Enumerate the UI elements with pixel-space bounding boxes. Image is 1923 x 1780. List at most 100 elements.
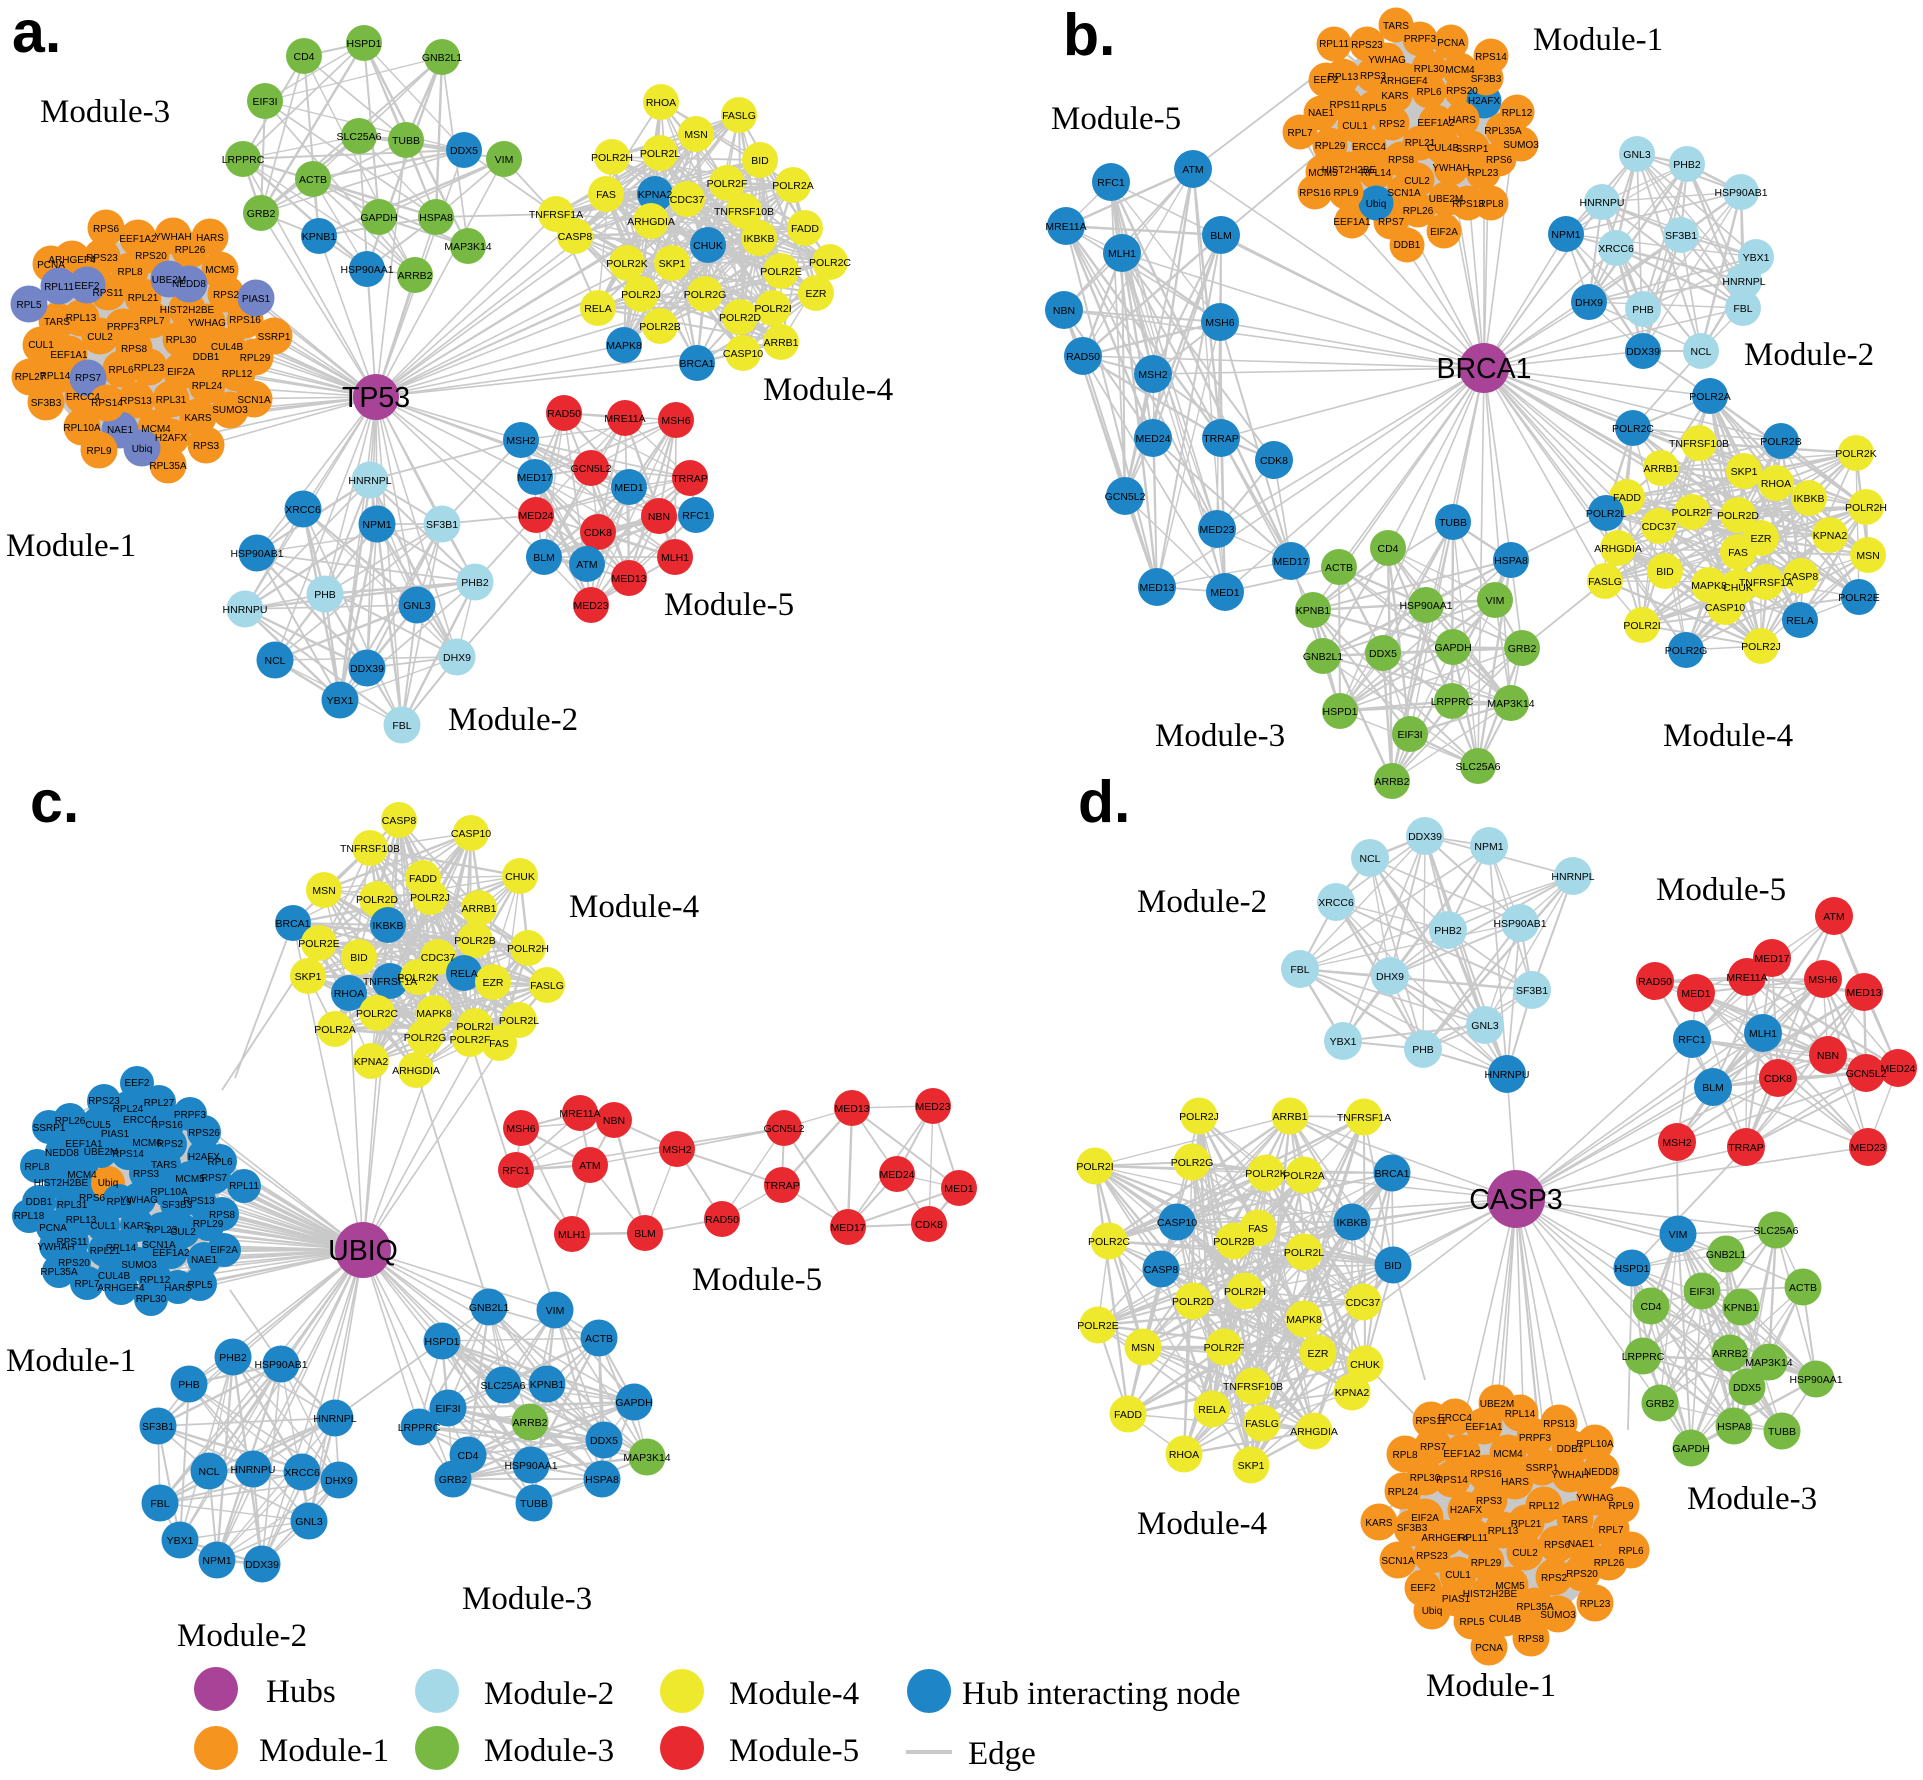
- svg-text:RPL11: RPL11: [44, 282, 74, 293]
- svg-text:MED24: MED24: [518, 510, 553, 522]
- svg-text:ARHGDIA: ARHGDIA: [627, 216, 675, 228]
- svg-text:Module-4: Module-4: [1663, 718, 1793, 754]
- svg-text:VIM: VIM: [546, 1305, 565, 1317]
- svg-text:RPS11: RPS11: [1330, 100, 1361, 111]
- svg-text:CASP8: CASP8: [382, 815, 417, 827]
- svg-text:RPL21: RPL21: [90, 1246, 121, 1257]
- svg-text:GCN5L2: GCN5L2: [571, 463, 612, 475]
- svg-text:UBE2M: UBE2M: [152, 275, 186, 286]
- svg-text:RHOA: RHOA: [1761, 478, 1791, 490]
- svg-text:CUL2: CUL2: [87, 332, 113, 343]
- svg-text:RFC1: RFC1: [682, 510, 710, 522]
- svg-text:RPL14: RPL14: [1361, 168, 1392, 179]
- svg-text:RPS23: RPS23: [1416, 1551, 1448, 1562]
- svg-text:EEF2: EEF2: [124, 1078, 149, 1089]
- svg-text:NPM1: NPM1: [1551, 229, 1580, 241]
- svg-text:TRRAP: TRRAP: [1728, 1142, 1764, 1154]
- svg-text:TRRAP: TRRAP: [764, 1180, 800, 1192]
- svg-text:POLR2D: POLR2D: [719, 312, 761, 324]
- svg-text:EEF2: EEF2: [1313, 75, 1338, 86]
- svg-text:MRE11A: MRE11A: [1045, 221, 1086, 233]
- svg-text:MED23: MED23: [573, 600, 608, 612]
- svg-text:RPL13: RPL13: [1328, 72, 1359, 83]
- svg-text:ATM: ATM: [579, 1160, 600, 1172]
- svg-text:MED13: MED13: [834, 1103, 869, 1115]
- svg-text:SKP1: SKP1: [659, 258, 686, 270]
- svg-text:RFC1: RFC1: [1097, 177, 1125, 189]
- svg-text:POLR2F: POLR2F: [1204, 1342, 1245, 1354]
- svg-text:POLR2L: POLR2L: [640, 148, 680, 160]
- svg-text:PHB: PHB: [1632, 304, 1654, 316]
- svg-text:RPS11: RPS11: [1416, 1416, 1447, 1427]
- svg-text:Module-2: Module-2: [484, 1676, 614, 1712]
- svg-text:Module-3: Module-3: [484, 1733, 614, 1769]
- svg-text:KARS: KARS: [184, 413, 212, 424]
- svg-text:RPL26: RPL26: [175, 245, 206, 256]
- svg-text:Module-1: Module-1: [1426, 1668, 1556, 1704]
- svg-text:DDX5: DDX5: [450, 145, 478, 157]
- svg-text:Module-5: Module-5: [664, 587, 794, 623]
- svg-text:CUL1: CUL1: [1342, 121, 1368, 132]
- svg-text:MED13: MED13: [611, 573, 646, 585]
- svg-text:NEDD8: NEDD8: [45, 1148, 79, 1159]
- svg-text:POLR2I: POLR2I: [456, 1021, 493, 1033]
- svg-text:RPS14: RPS14: [1436, 1475, 1468, 1486]
- svg-text:b.: b.: [1063, 2, 1115, 68]
- svg-text:Module-1: Module-1: [1533, 22, 1663, 58]
- svg-text:POLR2H: POLR2H: [591, 152, 633, 164]
- svg-text:EEF2: EEF2: [1410, 1583, 1435, 1594]
- svg-text:Module-5: Module-5: [1051, 101, 1181, 137]
- svg-text:RPS16: RPS16: [1470, 1469, 1502, 1480]
- svg-text:ERCC4: ERCC4: [66, 392, 100, 403]
- svg-text:Module-2: Module-2: [448, 702, 578, 738]
- svg-text:H2AFX: H2AFX: [188, 1152, 221, 1163]
- svg-text:FADD: FADD: [409, 873, 437, 885]
- svg-text:DDX39: DDX39: [350, 663, 384, 675]
- svg-text:RPL29: RPL29: [193, 1219, 224, 1230]
- svg-text:PHB: PHB: [314, 589, 336, 601]
- svg-text:MED17: MED17: [1754, 953, 1789, 965]
- svg-text:SUMO3: SUMO3: [121, 1260, 157, 1271]
- svg-text:SCN1A: SCN1A: [1387, 188, 1421, 199]
- svg-text:RPL5: RPL5: [1361, 103, 1386, 114]
- svg-text:POLR2E: POLR2E: [1838, 592, 1879, 604]
- svg-text:SLC25A6: SLC25A6: [337, 131, 382, 143]
- svg-text:YWHAG: YWHAG: [120, 1195, 158, 1206]
- svg-text:HSPA8: HSPA8: [1494, 555, 1528, 567]
- svg-text:GRB2: GRB2: [1646, 1398, 1675, 1410]
- svg-text:KPNB1: KPNB1: [302, 231, 337, 243]
- svg-text:Module-4: Module-4: [763, 372, 893, 408]
- svg-text:MSN: MSN: [684, 129, 707, 141]
- svg-text:DDB1: DDB1: [26, 1197, 53, 1208]
- svg-text:KPNB1: KPNB1: [1296, 605, 1331, 617]
- svg-text:POLR2J: POLR2J: [410, 892, 450, 904]
- svg-text:CUL4B: CUL4B: [1427, 143, 1460, 154]
- svg-text:POLR2H: POLR2H: [1224, 1286, 1266, 1298]
- svg-text:POLR2K: POLR2K: [1835, 448, 1876, 460]
- svg-text:HNRNPU: HNRNPU: [223, 604, 268, 616]
- svg-text:HSPA8: HSPA8: [585, 1474, 619, 1486]
- svg-text:GNB2L1: GNB2L1: [1706, 1249, 1746, 1261]
- svg-text:YWHAH: YWHAH: [37, 1242, 74, 1253]
- svg-text:EEF1A2: EEF1A2: [1443, 1449, 1481, 1460]
- svg-text:MED1: MED1: [1210, 587, 1239, 599]
- svg-text:POLR2B: POLR2B: [639, 321, 680, 333]
- svg-text:HNRNPU: HNRNPU: [1580, 197, 1625, 209]
- svg-text:ARHGEF4: ARHGEF4: [1421, 1533, 1469, 1544]
- svg-text:MLH1: MLH1: [1108, 248, 1136, 260]
- svg-text:RPS20: RPS20: [135, 251, 167, 262]
- svg-text:PHB2: PHB2: [1434, 925, 1462, 937]
- svg-text:DDB1: DDB1: [1557, 1444, 1584, 1455]
- svg-text:MED1: MED1: [1681, 988, 1710, 1000]
- svg-text:MAPK8: MAPK8: [1691, 580, 1727, 592]
- svg-text:SF3B3: SF3B3: [1397, 1523, 1428, 1534]
- svg-text:RPL8: RPL8: [1392, 1450, 1417, 1461]
- svg-text:UBE2M: UBE2M: [1429, 194, 1463, 205]
- svg-text:RPL29: RPL29: [240, 353, 271, 364]
- svg-text:NPM1: NPM1: [202, 1555, 231, 1567]
- svg-text:TARS: TARS: [1562, 1515, 1588, 1526]
- svg-text:NCL: NCL: [264, 655, 285, 667]
- svg-text:NPM1: NPM1: [362, 519, 391, 531]
- svg-text:SLC25A6: SLC25A6: [481, 1380, 526, 1392]
- svg-text:BLM: BLM: [1210, 230, 1232, 242]
